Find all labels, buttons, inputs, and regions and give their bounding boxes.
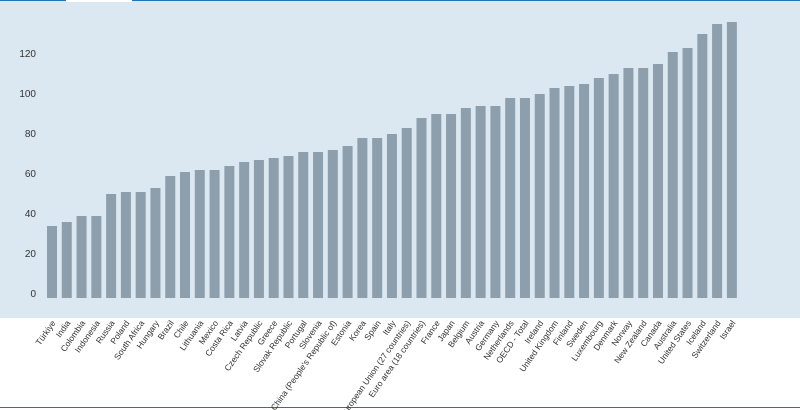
bar bbox=[726, 22, 737, 298]
y-tick-label: 20 bbox=[25, 249, 37, 260]
bar bbox=[165, 176, 176, 298]
bar bbox=[579, 84, 590, 298]
bar bbox=[460, 108, 471, 298]
bar bbox=[505, 98, 516, 298]
x-tick-label: Spain bbox=[362, 318, 383, 342]
bar bbox=[194, 170, 205, 298]
bar bbox=[386, 134, 397, 298]
y-tick-label: 100 bbox=[19, 89, 36, 100]
x-axis-labels: TürkiyeIndiaColombiaIndonesiaRussiaPolan… bbox=[33, 318, 737, 410]
bar bbox=[712, 24, 723, 298]
bar bbox=[519, 98, 530, 298]
bar bbox=[534, 94, 545, 298]
bar bbox=[268, 158, 279, 298]
bar bbox=[106, 194, 117, 298]
y-tick-label: 0 bbox=[30, 289, 36, 300]
bar bbox=[697, 34, 708, 298]
bar bbox=[298, 152, 309, 298]
bar bbox=[416, 118, 427, 298]
bar bbox=[593, 78, 604, 298]
bar bbox=[327, 150, 338, 298]
bar bbox=[652, 64, 663, 298]
bar bbox=[120, 192, 131, 298]
bar bbox=[475, 106, 486, 298]
bar bbox=[490, 106, 501, 298]
x-tick-label: Brazil bbox=[155, 318, 175, 341]
plot-background bbox=[0, 0, 800, 318]
bar bbox=[431, 114, 442, 298]
bar bbox=[564, 86, 575, 298]
bar bbox=[224, 166, 235, 298]
bar bbox=[667, 52, 678, 298]
bar bbox=[239, 162, 250, 298]
bar bbox=[283, 156, 294, 298]
y-tick-label: 40 bbox=[25, 209, 37, 220]
bar bbox=[446, 114, 457, 298]
y-tick-label: 120 bbox=[19, 49, 36, 60]
bar bbox=[638, 68, 649, 298]
bar bbox=[357, 138, 368, 298]
bar bbox=[313, 152, 324, 298]
bar bbox=[135, 192, 146, 298]
bar bbox=[682, 48, 693, 298]
bar bbox=[623, 68, 634, 298]
bar bbox=[150, 188, 161, 298]
bar bbox=[76, 216, 87, 298]
bar bbox=[372, 138, 383, 298]
bar bbox=[47, 226, 57, 298]
bar bbox=[61, 222, 72, 298]
y-tick-label: 60 bbox=[25, 169, 37, 180]
bar bbox=[608, 74, 619, 298]
x-tick-label: Israel bbox=[717, 318, 737, 341]
bar bbox=[209, 170, 220, 298]
bar bbox=[91, 216, 102, 298]
bars bbox=[47, 22, 737, 298]
bar bbox=[180, 172, 191, 298]
bar bbox=[401, 128, 412, 298]
bar bbox=[253, 160, 264, 298]
y-axis-ticks: 0 20 40 60 80 100 120 bbox=[19, 49, 36, 300]
y-tick-label: 80 bbox=[25, 129, 37, 140]
bar bbox=[549, 88, 560, 298]
bar bbox=[342, 146, 353, 298]
